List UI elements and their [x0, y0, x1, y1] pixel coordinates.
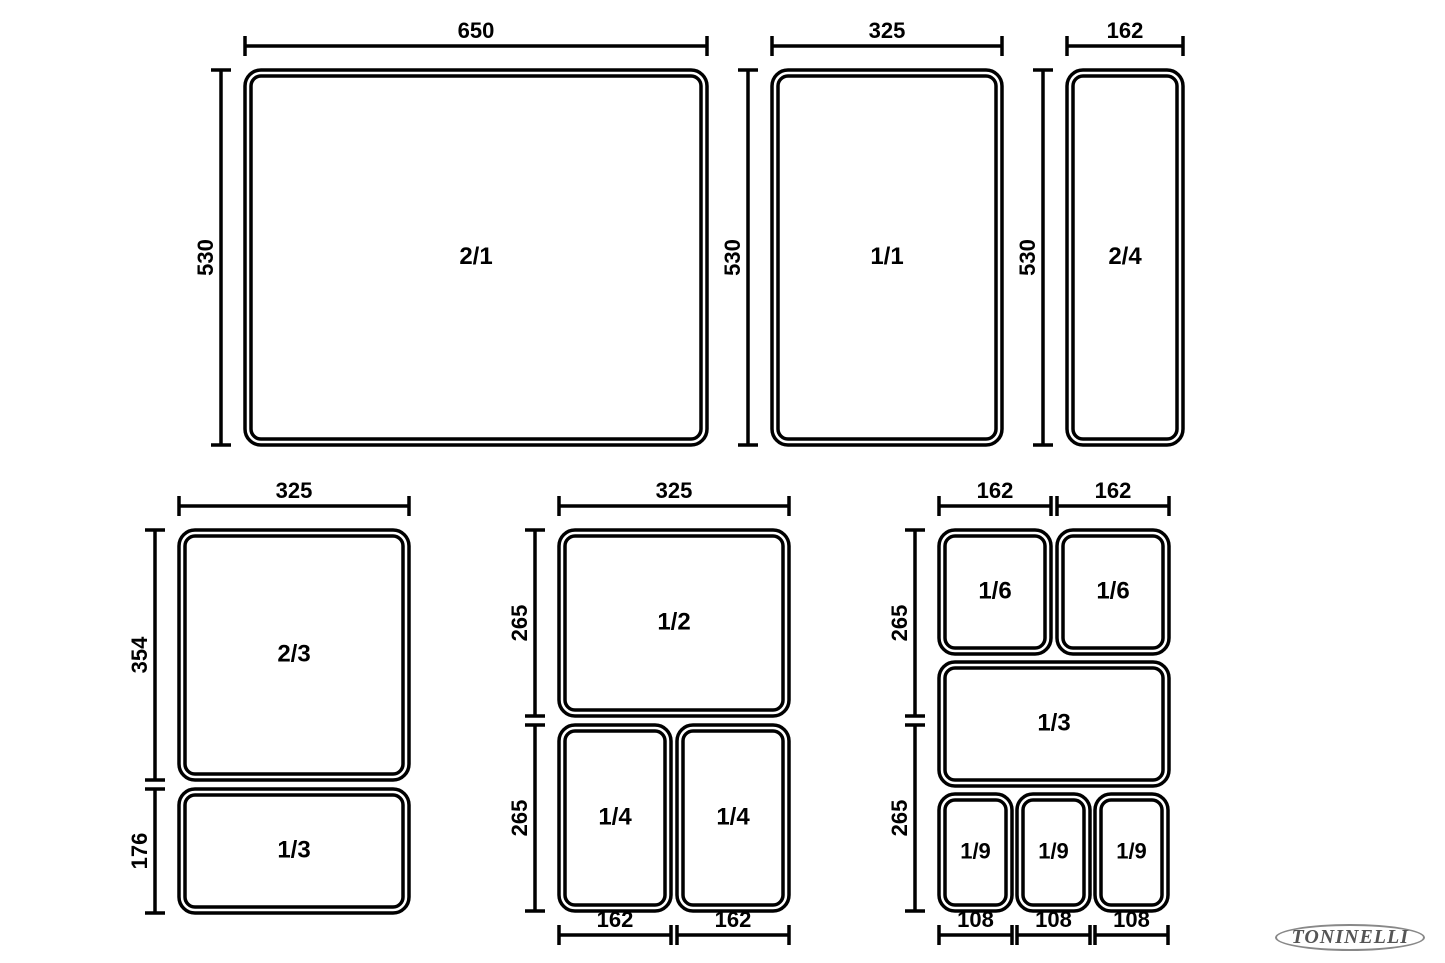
pan-label-p19a: 1/9 — [960, 838, 991, 863]
pan-label-p19b: 1/9 — [1038, 838, 1069, 863]
dim-label: 530 — [720, 239, 745, 276]
dim-label: 265 — [887, 605, 912, 642]
dim-label: 162 — [1107, 18, 1144, 43]
dim-label: 176 — [127, 833, 152, 870]
dim-label: 162 — [977, 478, 1014, 503]
dim-label: 162 — [597, 907, 634, 932]
brand-logo: TONINELLI — [1275, 924, 1425, 951]
dim-label: 108 — [957, 907, 994, 932]
dim-label: 162 — [1095, 478, 1132, 503]
pan-label-p24: 2/4 — [1108, 243, 1142, 270]
dim-label: 108 — [1035, 907, 1072, 932]
dim-label: 530 — [1015, 239, 1040, 276]
dim-label: 162 — [715, 907, 752, 932]
dim-label: 265 — [507, 800, 532, 837]
dim-label: 325 — [869, 18, 906, 43]
dim-label: 354 — [127, 636, 152, 673]
pan-label-p23: 2/3 — [277, 640, 310, 667]
dim-label: 325 — [656, 478, 693, 503]
pan-label-p14a: 1/4 — [598, 803, 632, 830]
pan-label-p16b: 1/6 — [1096, 577, 1129, 604]
dim-label: 265 — [507, 605, 532, 642]
pan-label-p14b: 1/4 — [716, 803, 750, 830]
gastronorm-diagram: 2/1 1/1 2/4 2/3 1/3 1/2 1/4 1/4 1/6 1/6 1/3 1/9 1/9 1… — [0, 0, 1445, 963]
pan-label-p13a: 1/3 — [277, 836, 310, 863]
pan-label-p16a: 1/6 — [978, 577, 1011, 604]
pan-label-p13b: 1/3 — [1037, 709, 1070, 736]
dim-label: 108 — [1113, 907, 1150, 932]
dim-label: 650 — [458, 18, 495, 43]
dim-label: 530 — [193, 239, 218, 276]
pan-label-p11: 1/1 — [870, 243, 903, 270]
pan-label-p19c: 1/9 — [1116, 838, 1147, 863]
dim-label: 265 — [887, 800, 912, 837]
pan-label-p21: 2/1 — [459, 243, 492, 270]
dim-label: 325 — [276, 478, 313, 503]
pan-label-p12: 1/2 — [657, 608, 690, 635]
